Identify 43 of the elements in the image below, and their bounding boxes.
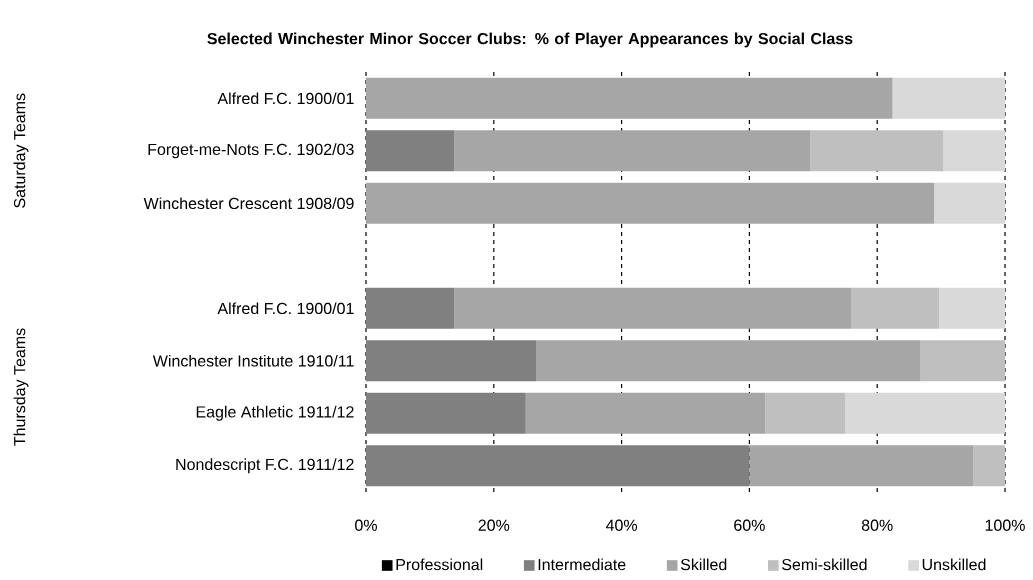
bar [366,287,455,329]
bar [536,340,921,382]
bar [934,182,1005,224]
y-tick-label: Alfred F.C. 1900/01 [217,302,354,315]
bar [765,392,846,434]
bar [845,392,1005,434]
y-tick-label: Alfred F.C. 1900/01 [217,92,354,105]
bar [454,130,811,172]
legend-label: Skilled [680,558,727,571]
bar [973,445,1005,487]
bar [366,445,750,487]
y-tick-label: Forget-me-Nots F.C. 1902/03 [148,143,354,159]
x-tick-label: 20% [478,519,510,531]
legend-label: Professional [396,558,483,571]
bar [851,287,940,329]
bar [366,182,935,224]
x-tick-label: 80% [861,519,893,531]
bar [366,392,526,434]
bar [943,130,1005,172]
text: Saturday Teams [13,93,29,208]
y-tick-label: Winchester Institute 1910/11 [152,354,354,367]
bar [525,392,766,434]
bar [366,130,455,172]
bar [366,77,893,119]
legend-label: Intermediate [538,558,626,571]
bar [810,130,944,172]
y-tick-label: Winchester Crescent 1908/09 [143,197,354,210]
bar [454,287,851,329]
bar [939,287,1005,329]
bar [892,77,1005,119]
x-tick-label: 60% [734,519,765,531]
bar [920,340,1005,382]
legend-label: Semi-skilled [782,558,867,571]
y-tick-label: Nondescript F.C. 1911/12 [176,458,354,474]
y-tick-label: Eagle Athletic 1911/12 [196,405,354,421]
legend-label: Unskilled [922,558,986,571]
bar [749,445,974,487]
x-tick-label: 100% [985,519,1025,531]
x-tick-label: 0% [355,519,377,531]
chart-title: Selected Winchester Minor Soccer Clubs: % of Player Appearances by Social Class [207,32,853,48]
x-tick-label: 40% [605,519,638,531]
text: Thursday Teams [13,328,29,446]
bar [366,340,537,382]
